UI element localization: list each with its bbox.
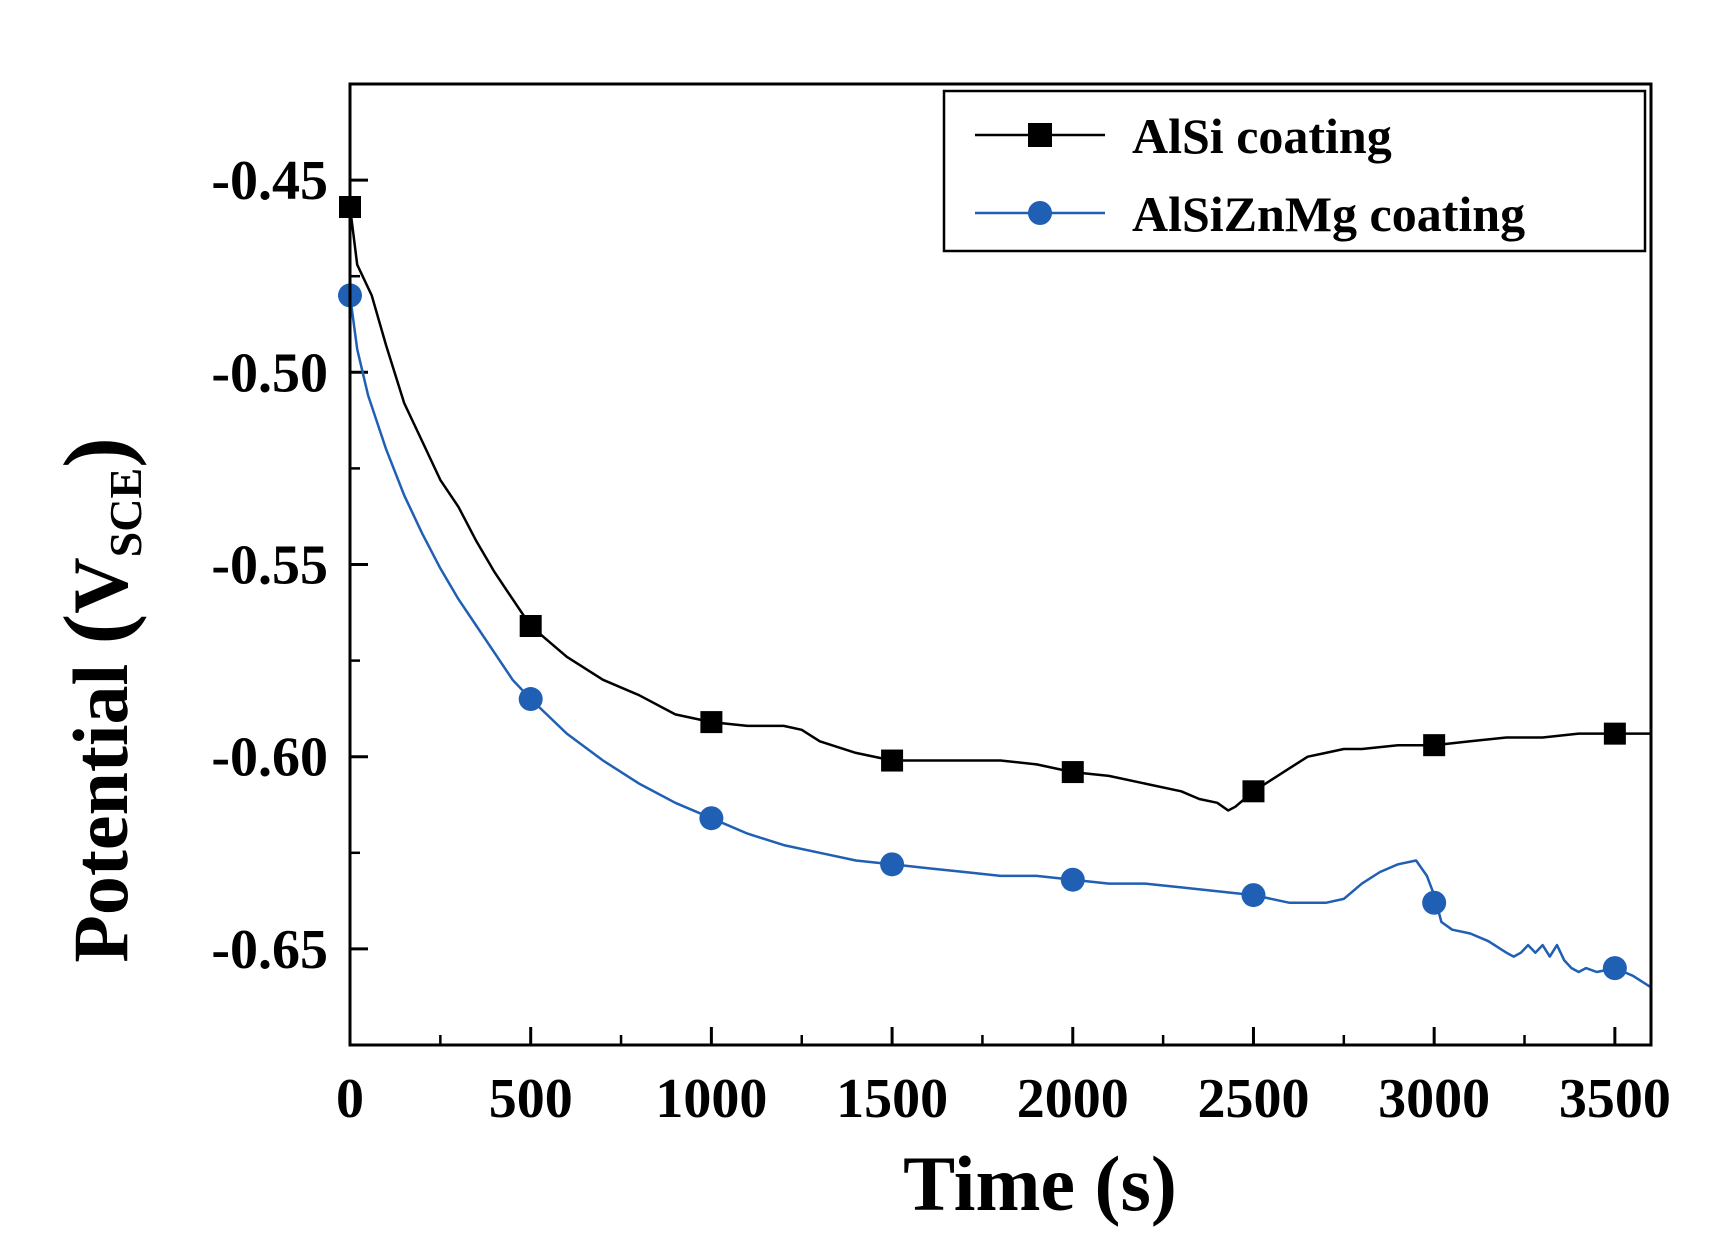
y-axis-title-symbol: V <box>57 557 144 613</box>
x-tick-label: 1000 <box>655 1068 767 1130</box>
legend-label-alsi: AlSi coating <box>1132 108 1392 164</box>
y-axis-title-main: Potential <box>57 644 144 962</box>
legend-box <box>942 89 1647 253</box>
x-tick-label: 500 <box>489 1068 573 1130</box>
data-point-marker <box>699 806 724 831</box>
y-tick-label: -0.60 <box>211 727 328 789</box>
data-point-marker <box>880 852 905 877</box>
x-tick-label: 1500 <box>836 1068 948 1130</box>
legend: AlSi coating AlSiZnMg coating <box>942 89 1647 253</box>
y-axis-title: Potential (VSCE) <box>45 437 151 963</box>
y-tick-label: -0.65 <box>211 919 328 981</box>
x-axis-ticks <box>348 1027 1617 1045</box>
series-alsi <box>339 196 1651 812</box>
data-point-marker <box>1603 722 1626 745</box>
legend-marker-alsi <box>1028 123 1052 147</box>
plot-frame <box>348 82 1653 1047</box>
data-point-marker <box>881 749 904 772</box>
x-axis-tick-labels: 0 500 1000 1500 2000 2500 3000 3500 <box>336 1068 1671 1130</box>
series-alsiznmg <box>338 283 1652 989</box>
x-tick-label: 0 <box>336 1068 364 1130</box>
data-point-marker <box>1602 956 1627 981</box>
series-line <box>348 206 1651 812</box>
data-point-marker <box>518 687 543 712</box>
y-tick-label: -0.55 <box>211 535 328 597</box>
data-point-marker <box>519 615 542 638</box>
y-axis-title-subscript: SCE <box>100 468 151 557</box>
svg-text:Potential (VSCE): Potential (VSCE) <box>45 437 151 963</box>
y-tick-label: -0.50 <box>211 342 328 404</box>
y-axis-title-open-paren: ( <box>45 614 147 645</box>
y-axis-tick-labels: -0.45 -0.50 -0.55 -0.60 -0.65 <box>211 150 328 981</box>
data-point-marker <box>1422 890 1447 915</box>
y-axis-title-close-paren: ) <box>45 437 147 468</box>
data-point-marker <box>1061 761 1084 784</box>
data-point-marker <box>1060 867 1085 892</box>
x-tick-label: 3500 <box>1559 1068 1671 1130</box>
data-point-marker <box>1241 883 1266 908</box>
y-axis-ticks <box>350 178 368 951</box>
x-tick-label: 2000 <box>1017 1068 1129 1130</box>
legend-marker-alsiznmg <box>1028 201 1052 225</box>
x-axis-title: Time (s) <box>903 1140 1177 1227</box>
series-layer <box>338 196 1652 989</box>
data-point-marker <box>1423 734 1446 757</box>
series-line <box>348 295 1652 989</box>
data-point-marker <box>700 711 723 734</box>
legend-label-alsiznmg: AlSiZnMg coating <box>1132 186 1525 242</box>
y-tick-label: -0.45 <box>211 150 328 212</box>
x-tick-label: 2500 <box>1197 1068 1309 1130</box>
data-point-marker <box>1242 780 1265 803</box>
x-tick-label: 3000 <box>1378 1068 1490 1130</box>
